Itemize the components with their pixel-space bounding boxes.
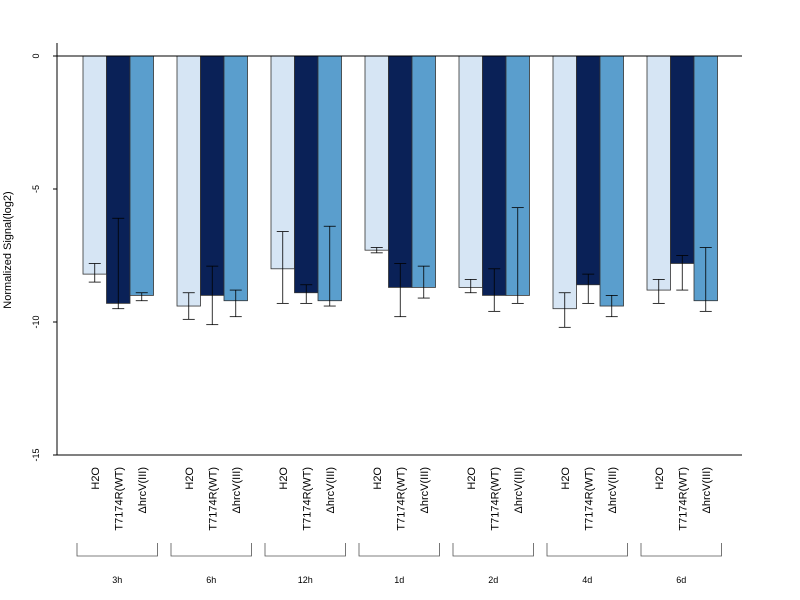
bar-label-2d-1: T7174R(WT) <box>489 467 501 531</box>
bar-label-4d-2: ΔhrcV(III) <box>607 467 619 513</box>
bar-label-6h-2: ΔhrcV(III) <box>231 467 243 513</box>
bar-label-12h-1: T7174R(WT) <box>301 467 313 531</box>
bar-4d-0 <box>552 55 577 310</box>
bar-12h-1 <box>294 55 319 294</box>
bar-label-2d-2: ΔhrcV(III) <box>513 467 525 513</box>
bar-label-4d-0: H2O <box>560 467 572 490</box>
group-labels: 3h 6h 12h 1d 2d 4d 6d <box>76 543 722 585</box>
group-label-6d: 6d <box>676 575 686 585</box>
group-bracket-1d <box>358 543 440 557</box>
bar-labels: H2O T7174R(WT) ΔhrcV(III) H2O T7174R(WT) Δhrc… <box>90 467 713 531</box>
group-bracket-4d <box>546 543 628 557</box>
group-bracket-2d <box>452 543 534 557</box>
bar-label-12h-0: H2O <box>278 467 290 490</box>
bar-3h-0 <box>82 55 107 275</box>
bar-4d-1 <box>576 55 601 286</box>
y-axis-label: Normalized Signal(log2) <box>2 191 14 308</box>
y-tick-label--10: -10 <box>31 315 41 328</box>
group-label-6h: 6h <box>206 575 216 585</box>
bar-label-1d-1: T7174R(WT) <box>395 467 407 531</box>
bar-3h-2 <box>129 55 154 296</box>
bar-4d-2 <box>599 55 624 307</box>
bar-1d-0 <box>364 55 389 251</box>
bar-label-1d-0: H2O <box>372 467 384 490</box>
bar-1d-1 <box>388 55 413 288</box>
bar-6h-0 <box>176 55 201 307</box>
y-axis: 0 -5 -10 -15 <box>31 43 58 462</box>
y-tick-label--5: -5 <box>31 185 41 193</box>
bar-label-3h-0: H2O <box>90 467 102 490</box>
bar-label-3h-1: T7174R(WT) <box>113 467 125 531</box>
group-bracket-6d <box>640 543 722 557</box>
group-label-2d: 2d <box>488 575 498 585</box>
bar-label-1d-2: ΔhrcV(III) <box>419 467 431 513</box>
bar-2d-1 <box>482 55 507 296</box>
group-label-12h: 12h <box>298 575 313 585</box>
bar-6h-1 <box>200 55 225 296</box>
group-label-4d: 4d <box>582 575 592 585</box>
bar-6d-0 <box>646 55 671 291</box>
bar-6h-2 <box>223 55 248 302</box>
bar-label-2d-0: H2O <box>466 467 478 490</box>
y-tick-label-0: 0 <box>31 53 41 58</box>
bar-1d-2 <box>411 55 436 288</box>
group-label-3h: 3h <box>112 575 122 585</box>
bar-label-4d-1: T7174R(WT) <box>583 467 595 531</box>
bar-label-6h-0: H2O <box>184 467 196 490</box>
bar-label-6d-2: ΔhrcV(III) <box>701 467 713 513</box>
bar-label-3h-2: ΔhrcV(III) <box>137 467 149 513</box>
bars-layer <box>82 55 718 310</box>
group-bracket-6h <box>170 543 252 557</box>
group-bracket-12h <box>264 543 346 557</box>
bar-2d-0 <box>458 55 483 288</box>
group-bracket-3h <box>76 543 158 557</box>
y-tick-label--15: -15 <box>31 448 41 461</box>
bar-label-12h-2: ΔhrcV(III) <box>325 467 337 513</box>
bar-label-6h-1: T7174R(WT) <box>207 467 219 531</box>
bar-label-6d-1: T7174R(WT) <box>677 467 689 531</box>
bar-6d-1 <box>670 55 695 264</box>
bar-label-6d-0: H2O <box>654 467 666 490</box>
group-label-1d: 1d <box>394 575 404 585</box>
error-bars-layer <box>88 207 712 328</box>
